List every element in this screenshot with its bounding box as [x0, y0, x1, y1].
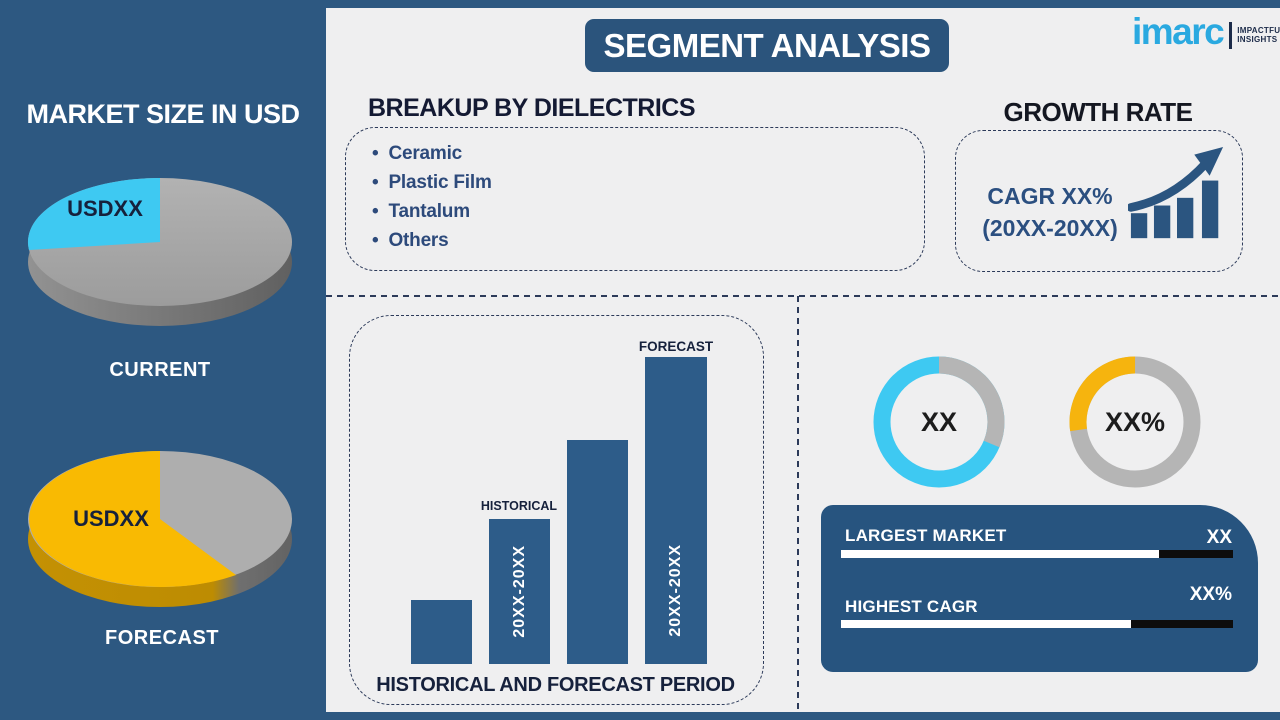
breakup-heading: BREAKUP BY DIELECTRICS — [368, 94, 696, 122]
growth-chart-icon — [1128, 146, 1224, 239]
historical-label: HISTORICAL — [480, 499, 558, 513]
logo-tagline-line2: INSIGHTS — [1237, 35, 1278, 44]
meter-remainder — [1131, 620, 1233, 628]
bar-4-forecast — [645, 357, 707, 664]
period-chart-box — [349, 315, 764, 705]
breakup-list: • Ceramic • Plastic Film • Tantalum • Ot… — [372, 139, 492, 255]
bar-1 — [411, 600, 472, 664]
logo-tagline: IMPACTFUL INSIGHTS — [1237, 26, 1280, 44]
list-item-label: Ceramic — [388, 142, 463, 164]
imarc-logo: imarc IMPACTFUL INSIGHTS — [1132, 11, 1280, 52]
list-item-label: Plastic Film — [388, 171, 492, 193]
highest-cagr-meter — [841, 620, 1233, 628]
largest-market-donut — [873, 356, 1005, 488]
bar-2-range-wrap: 20XX-20XX — [489, 524, 550, 659]
meter-fill — [841, 550, 1159, 558]
summary-panel: LARGEST MARKET XX HIGHEST CAGR XX% — [821, 505, 1258, 672]
list-item: • Others — [372, 226, 492, 255]
growth-rate-heading: GROWTH RATE — [1003, 97, 1194, 127]
highest-cagr-donut — [1069, 356, 1201, 488]
highest-cagr-label: HIGHEST CAGR — [845, 597, 978, 616]
meter-remainder — [1158, 550, 1233, 558]
current-caption: CURRENT — [109, 359, 211, 381]
logo-divider — [1229, 21, 1233, 49]
pie-cyan-slice — [27, 178, 161, 250]
logo-brand-text: imarc — [1132, 11, 1225, 52]
list-item: • Tantalum — [372, 197, 492, 226]
forecast-range-text: 20XX-20XX — [667, 543, 684, 637]
logo-tagline-line1: IMPACTFUL — [1237, 26, 1280, 35]
largest-market-value: XX — [920, 406, 958, 437]
historical-range-text: 20XX-20XX — [510, 545, 528, 638]
list-item: • Plastic Film — [372, 168, 492, 197]
current-pie-chart — [27, 178, 292, 326]
largest-market-metric: XX — [1206, 527, 1232, 548]
bar-4-range-wrap: 20XX-20XX — [645, 520, 707, 660]
horizontal-divider — [326, 295, 1280, 297]
donut-gray-segment — [873, 356, 1005, 488]
vertical-divider — [797, 296, 799, 712]
largest-market-meter — [841, 550, 1233, 558]
market-size-title: MARKET SIZE IN USD — [26, 99, 300, 129]
largest-market-label: LARGEST MARKET — [845, 526, 1007, 545]
bullet-icon: • — [372, 171, 379, 193]
donut-yellow-segment — [1069, 356, 1201, 488]
cagr-text: CAGR XX% (20XX-20XX) — [968, 180, 1132, 244]
list-item-label: Others — [388, 229, 449, 251]
highest-cagr-value: XX% — [1104, 406, 1166, 437]
bar-2-historical — [489, 519, 550, 664]
pie-yellow-slice — [29, 451, 236, 587]
forecast-caption: FORECAST — [105, 627, 219, 649]
cagr-line2: (20XX-20XX) — [982, 215, 1118, 241]
page-title-text: SEGMENT ANALYSIS — [603, 26, 931, 64]
period-chart-caption: HISTORICAL AND FORECAST PERIOD — [376, 674, 735, 696]
meter-fill — [841, 620, 1132, 628]
bullet-icon: • — [372, 200, 379, 222]
bullet-icon: • — [372, 229, 379, 251]
list-item-label: Tantalum — [388, 200, 470, 222]
cagr-line1: CAGR XX% — [987, 183, 1113, 209]
forecast-pie-value: USDXX — [73, 506, 149, 531]
forecast-pie-chart — [28, 451, 292, 607]
bullet-icon: • — [372, 142, 379, 164]
growth-rate-box — [955, 130, 1243, 272]
current-pie-value: USDXX — [67, 196, 143, 221]
forecast-label: FORECAST — [638, 339, 714, 354]
page-title: SEGMENT ANALYSIS — [585, 19, 949, 72]
list-item: • Ceramic — [372, 139, 492, 168]
highest-cagr-metric: XX% — [1189, 584, 1232, 605]
breakup-box — [345, 127, 925, 271]
bar-3 — [567, 440, 628, 664]
